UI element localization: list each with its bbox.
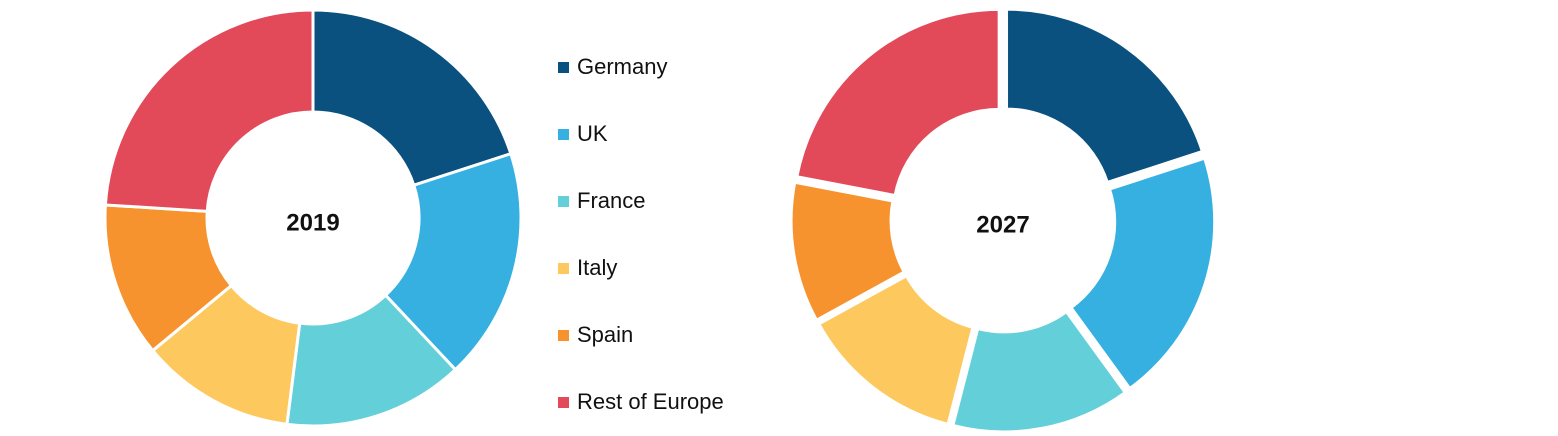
legend-swatch [558,397,569,408]
donut-slice: Rest of Europe [795,7,1001,198]
donut-center-label: 2019 [286,209,339,236]
legend-swatch [558,129,569,140]
donut-slice: UK [383,151,523,372]
donut-slice: Italy [816,273,975,427]
donut-slice: France [285,293,458,428]
legend-swatch [558,263,569,274]
legend-label: Germany [577,54,667,79]
donut-slice: France [951,309,1128,434]
legend-label: Spain [577,322,633,347]
legend-label: Italy [577,255,617,280]
legend-swatch [558,62,569,73]
donut-slice: Rest of Europe [103,8,315,213]
legend-label: France [577,188,645,213]
legend-swatch [558,196,569,207]
legend-label: Rest of Europe [577,389,724,414]
donut-slice: Spain [789,180,907,323]
donut-center-label: 2027 [976,211,1029,238]
donut-slice: Germany [311,8,513,188]
donut-slice: UK [1068,156,1217,391]
legend-label: UK [577,121,608,146]
legend-swatch [558,330,569,341]
donut-slice: Germany [1005,7,1205,185]
